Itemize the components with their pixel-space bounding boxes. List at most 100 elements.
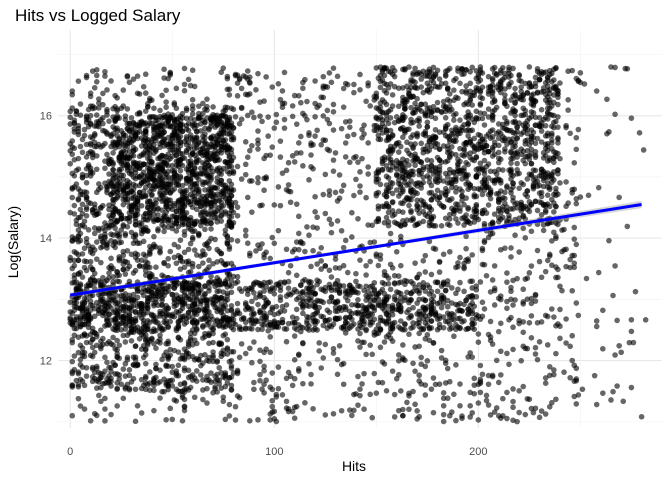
data-point bbox=[542, 268, 549, 275]
data-point bbox=[298, 290, 304, 297]
data-point bbox=[351, 407, 357, 414]
data-point bbox=[346, 407, 353, 413]
data-point bbox=[304, 224, 310, 230]
data-point bbox=[175, 198, 182, 205]
data-point bbox=[271, 125, 278, 131]
data-point bbox=[524, 396, 531, 402]
data-point bbox=[193, 355, 200, 362]
data-point bbox=[110, 282, 116, 288]
data-point bbox=[91, 329, 98, 336]
data-point bbox=[283, 293, 290, 299]
data-point bbox=[153, 168, 159, 175]
data-point bbox=[136, 110, 143, 117]
data-point bbox=[100, 312, 106, 319]
data-point bbox=[361, 122, 367, 128]
data-point bbox=[230, 170, 237, 176]
data-point bbox=[165, 324, 171, 331]
data-point bbox=[344, 326, 351, 332]
data-point bbox=[222, 159, 229, 165]
data-point bbox=[469, 354, 476, 360]
data-point bbox=[359, 155, 365, 162]
data-point bbox=[504, 305, 510, 312]
data-point bbox=[444, 221, 451, 227]
data-point bbox=[428, 271, 435, 278]
data-point bbox=[455, 260, 461, 266]
data-point bbox=[161, 260, 167, 267]
data-point bbox=[147, 338, 153, 344]
data-point bbox=[208, 189, 214, 196]
data-point bbox=[332, 281, 339, 288]
data-point bbox=[134, 90, 141, 97]
data-point bbox=[322, 137, 329, 144]
data-point bbox=[628, 384, 635, 391]
data-point bbox=[504, 350, 510, 357]
data-point bbox=[126, 189, 133, 196]
data-point bbox=[463, 245, 469, 252]
data-point bbox=[75, 233, 82, 239]
data-point bbox=[491, 263, 498, 269]
data-point bbox=[151, 326, 157, 332]
data-point bbox=[426, 337, 433, 344]
data-point bbox=[185, 120, 192, 127]
data-point bbox=[279, 392, 286, 398]
data-point bbox=[508, 245, 514, 251]
data-point bbox=[120, 201, 127, 208]
data-point bbox=[222, 195, 229, 202]
data-point bbox=[446, 321, 453, 327]
data-point bbox=[251, 280, 257, 287]
data-point bbox=[395, 273, 402, 279]
data-point bbox=[104, 183, 110, 190]
data-point bbox=[232, 403, 239, 410]
data-point bbox=[126, 170, 133, 176]
data-point bbox=[208, 155, 214, 162]
data-point bbox=[226, 92, 233, 98]
data-point bbox=[195, 140, 202, 146]
data-point bbox=[406, 406, 412, 413]
data-point bbox=[306, 177, 312, 183]
data-point bbox=[481, 306, 488, 312]
data-point bbox=[340, 262, 347, 269]
data-point bbox=[287, 373, 294, 380]
data-point bbox=[112, 139, 118, 146]
data-point bbox=[112, 300, 118, 306]
data-point bbox=[561, 226, 567, 233]
data-point bbox=[173, 85, 180, 92]
data-point bbox=[373, 251, 380, 257]
data-point bbox=[79, 349, 86, 356]
data-point bbox=[167, 72, 174, 78]
data-point bbox=[114, 230, 120, 236]
data-point bbox=[104, 151, 110, 158]
data-point bbox=[132, 343, 139, 350]
data-point bbox=[332, 189, 339, 196]
data-point bbox=[83, 213, 90, 219]
data-point bbox=[142, 108, 149, 114]
data-point bbox=[573, 401, 580, 407]
data-point bbox=[312, 100, 318, 107]
data-point bbox=[130, 302, 137, 309]
data-point bbox=[514, 166, 520, 173]
data-point bbox=[83, 206, 90, 213]
data-point bbox=[142, 360, 149, 367]
data-point bbox=[106, 290, 112, 297]
data-point bbox=[257, 202, 263, 209]
data-point bbox=[128, 203, 135, 210]
data-point bbox=[373, 90, 380, 97]
data-point bbox=[369, 351, 376, 358]
data-point bbox=[179, 388, 186, 395]
data-point bbox=[567, 264, 573, 271]
data-point bbox=[551, 209, 557, 215]
data-point bbox=[340, 360, 347, 367]
data-point bbox=[377, 344, 384, 351]
data-point bbox=[346, 314, 353, 320]
data-point bbox=[477, 362, 484, 369]
data-point bbox=[440, 411, 447, 418]
data-point bbox=[271, 285, 278, 292]
data-point bbox=[463, 233, 469, 240]
data-point bbox=[414, 416, 420, 422]
data-point bbox=[475, 417, 482, 423]
data-point bbox=[224, 321, 231, 327]
data-point bbox=[573, 146, 580, 153]
data-point bbox=[120, 130, 127, 137]
data-point bbox=[112, 319, 118, 325]
data-point bbox=[555, 266, 561, 273]
